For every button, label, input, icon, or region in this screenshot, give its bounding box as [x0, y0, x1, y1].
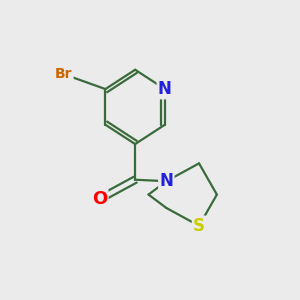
Text: O: O: [92, 190, 107, 208]
Text: S: S: [193, 217, 205, 235]
Text: N: N: [158, 80, 172, 98]
Text: N: N: [159, 172, 173, 190]
Text: Br: Br: [55, 67, 73, 81]
